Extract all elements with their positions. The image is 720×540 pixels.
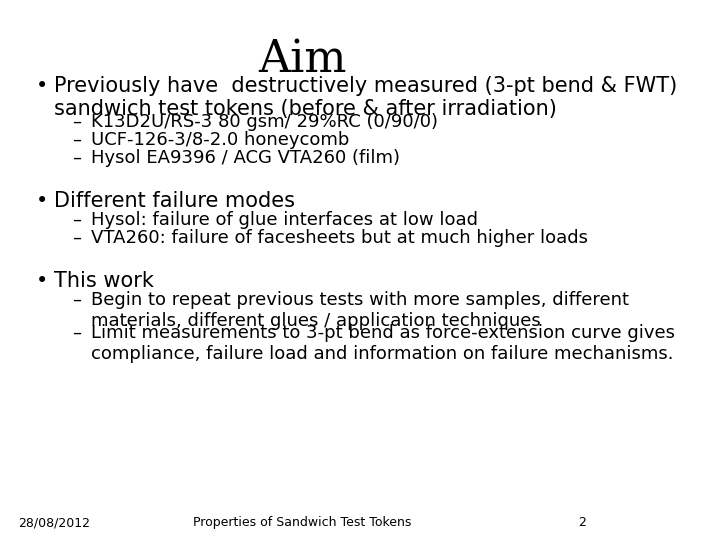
Text: –: –	[73, 113, 81, 131]
Text: Begin to repeat previous tests with more samples, different
materials, different: Begin to repeat previous tests with more…	[91, 291, 629, 330]
Text: –: –	[73, 149, 81, 167]
Text: Different failure modes: Different failure modes	[55, 191, 295, 211]
Text: •: •	[36, 76, 48, 96]
Text: Limit measurements to 3-pt bend as force-extension curve gives
compliance, failu: Limit measurements to 3-pt bend as force…	[91, 324, 675, 363]
Text: K13D2U/RS-3 80 gsm/ 29%RC (0/90/0): K13D2U/RS-3 80 gsm/ 29%RC (0/90/0)	[91, 113, 438, 131]
Text: –: –	[73, 211, 81, 229]
Text: –: –	[73, 291, 81, 309]
Text: Aim: Aim	[258, 38, 346, 81]
Text: –: –	[73, 324, 81, 342]
Text: Hysol EA9396 / ACG VTA260 (film): Hysol EA9396 / ACG VTA260 (film)	[91, 149, 400, 167]
Text: Hysol: failure of glue interfaces at low load: Hysol: failure of glue interfaces at low…	[91, 211, 477, 229]
Text: Properties of Sandwich Test Tokens: Properties of Sandwich Test Tokens	[193, 516, 411, 529]
Text: UCF-126-3/8-2.0 honeycomb: UCF-126-3/8-2.0 honeycomb	[91, 131, 349, 149]
Text: 28/08/2012: 28/08/2012	[18, 516, 90, 529]
Text: 2: 2	[578, 516, 586, 529]
Text: VTA260: failure of facesheets but at much higher loads: VTA260: failure of facesheets but at muc…	[91, 229, 588, 247]
Text: Previously have  destructively measured (3-pt bend & FWT)
sandwich test tokens (: Previously have destructively measured (…	[55, 76, 678, 119]
Text: This work: This work	[55, 271, 154, 291]
Text: –: –	[73, 229, 81, 247]
Text: •: •	[36, 271, 48, 291]
Text: –: –	[73, 131, 81, 149]
Text: •: •	[36, 191, 48, 211]
